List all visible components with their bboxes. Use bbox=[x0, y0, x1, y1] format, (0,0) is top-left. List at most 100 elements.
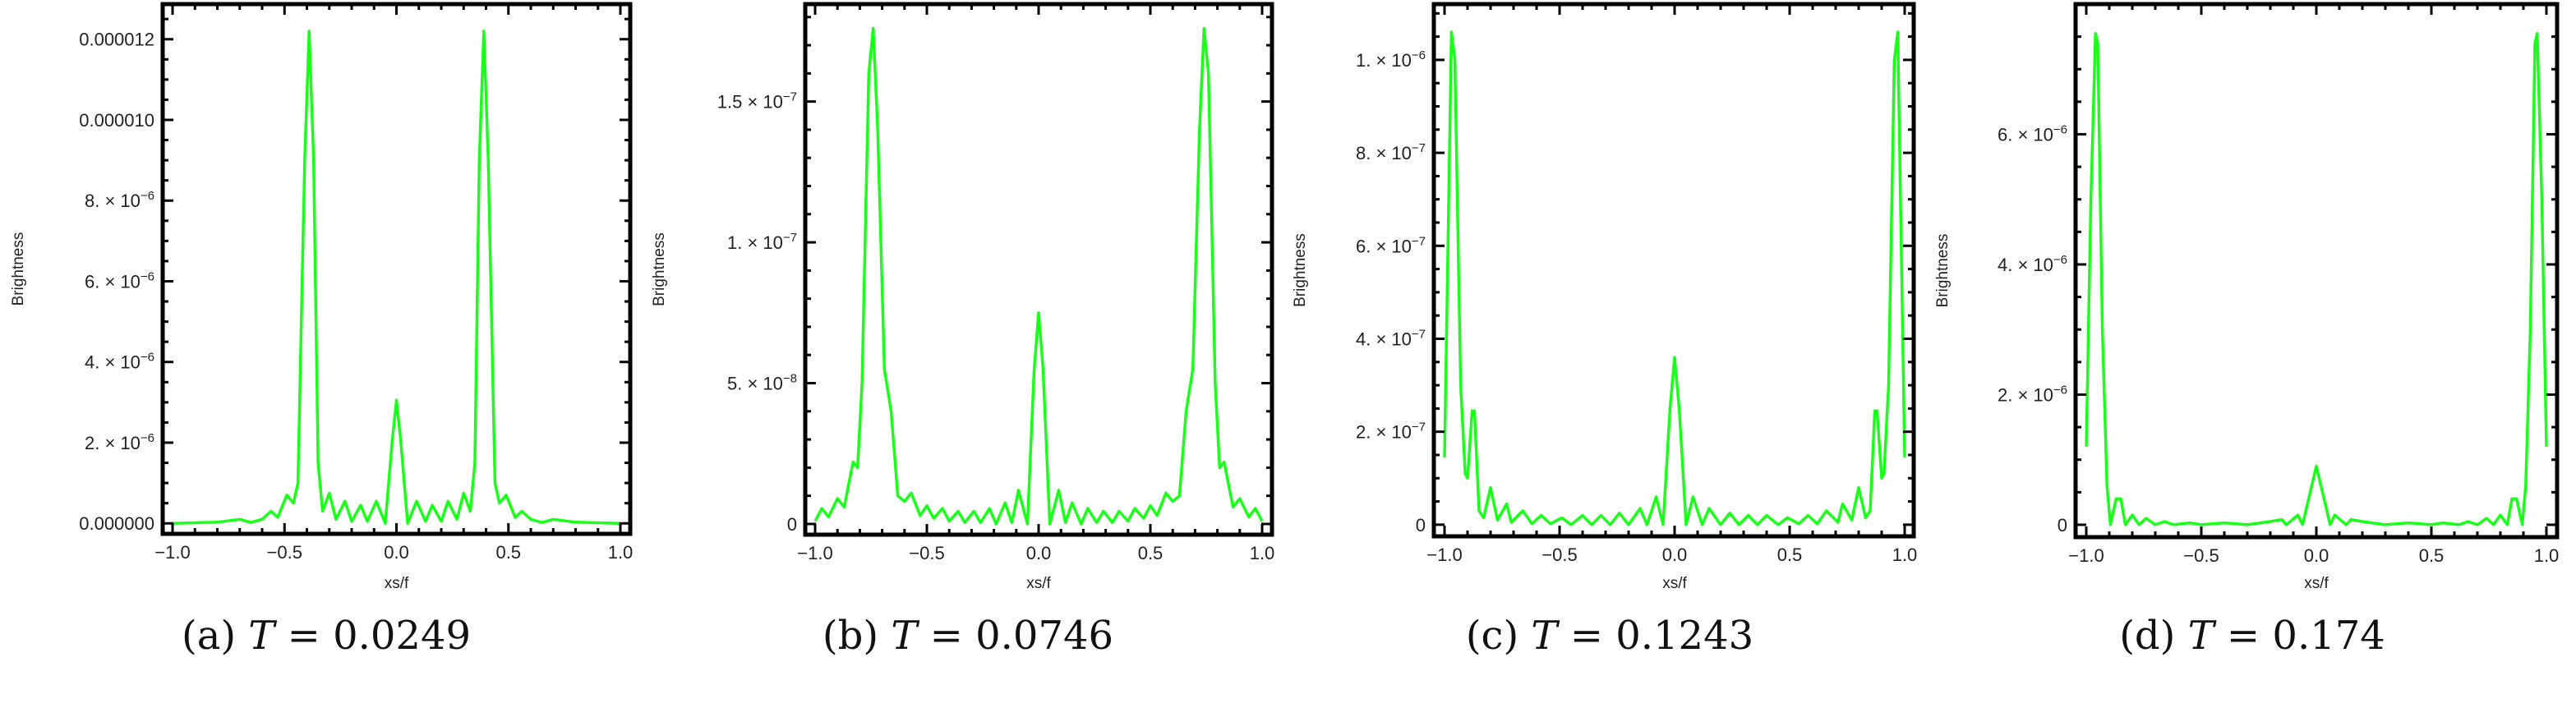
x-tick-label: 0.0 bbox=[2304, 545, 2329, 566]
y-tick-mantissa: 1. × 10 bbox=[727, 232, 783, 253]
plot-frame bbox=[160, 2, 633, 536]
chart-panel-b: −1.0 −0.5 0.0 0.5 1.005. × 10−81. × 10−71.5 … bbox=[651, 2, 1275, 659]
y-tick-mantissa: 0.000010 bbox=[79, 110, 154, 131]
y-tick-label: 6. × 10−7 bbox=[1356, 234, 1426, 256]
chart-panel-c: −1.0 −0.5 0.0 0.5 1.002. × 10−74. × 10−76. ×… bbox=[1292, 2, 1918, 659]
y-tick-label: 8. × 10−6 bbox=[85, 189, 154, 211]
x-tick-label: 1.0 bbox=[608, 542, 634, 563]
caption-eq: = bbox=[274, 613, 320, 659]
y-tick-exponent: −6 bbox=[141, 189, 154, 203]
y-tick-mantissa: 1. × 10 bbox=[1356, 50, 1412, 71]
y-tick-exponent: −8 bbox=[783, 372, 797, 386]
plot-frame bbox=[1431, 2, 1916, 539]
y-tick-mantissa: 0 bbox=[1416, 515, 1426, 535]
x-tick-label: −0.5 bbox=[909, 543, 944, 563]
y-tick-mantissa: 0 bbox=[787, 514, 797, 535]
y-tick-mantissa: 8. × 10 bbox=[1356, 143, 1412, 163]
caption-var: T bbox=[236, 613, 277, 659]
y-tick-exponent: −6 bbox=[2053, 253, 2067, 267]
y-tick-mantissa: 6. × 10 bbox=[1356, 236, 1412, 256]
y-tick-label: 5. × 10−8 bbox=[727, 372, 797, 394]
y-tick-exponent: −7 bbox=[1412, 421, 1426, 434]
y-tick-exponent: −7 bbox=[1412, 327, 1426, 341]
y-tick-exponent: −6 bbox=[141, 351, 154, 365]
x-tick-label: 1.0 bbox=[1892, 545, 1918, 565]
caption-eq: = bbox=[2214, 613, 2260, 659]
chart-panel-d: −1.0 −0.5 0.0 0.5 1.002. × 10−64. × 10−66. ×… bbox=[1934, 2, 2560, 659]
x-tick-label: 1.0 bbox=[1250, 543, 1275, 563]
caption-value: 0.0249 bbox=[320, 613, 471, 659]
x-axis-title: xs/f bbox=[2304, 575, 2329, 592]
y-tick-mantissa: 8. × 10 bbox=[85, 191, 141, 211]
x-tick-label: −1.0 bbox=[1426, 545, 1462, 565]
y-tick-label: 6. × 10−6 bbox=[1998, 122, 2067, 145]
caption-value: 0.174 bbox=[2260, 613, 2385, 659]
y-tick-label: 2. × 10−6 bbox=[1998, 383, 2067, 405]
y-tick-mantissa: 6. × 10 bbox=[1998, 124, 2053, 145]
y-tick-mantissa: 2. × 10 bbox=[85, 433, 141, 453]
brightness-series-line bbox=[2085, 31, 2548, 526]
y-tick-mantissa: 2. × 10 bbox=[1356, 422, 1412, 443]
y-tick-exponent: −7 bbox=[783, 231, 797, 245]
y-tick-label: 4. × 10−7 bbox=[1356, 327, 1426, 349]
y-tick-exponent: −6 bbox=[2053, 383, 2067, 397]
x-tick-label: −0.5 bbox=[2183, 545, 2219, 566]
caption-value: 0.0746 bbox=[963, 613, 1113, 659]
y-tick-label: 8. × 10−7 bbox=[1356, 141, 1426, 163]
y-tick-label: 0 bbox=[787, 514, 797, 535]
y-axis-title: Brightness bbox=[10, 232, 27, 306]
y-tick-label: 4. × 10−6 bbox=[85, 351, 154, 373]
x-tick-label: 0.5 bbox=[495, 542, 521, 563]
y-tick-exponent: −6 bbox=[2053, 122, 2067, 136]
y-tick-exponent: −7 bbox=[1412, 234, 1426, 248]
y-tick-label: 0.000012 bbox=[79, 30, 154, 50]
y-tick-label: 0.000010 bbox=[79, 110, 154, 131]
y-tick-mantissa: 0.000000 bbox=[79, 513, 154, 534]
caption-eq: = bbox=[917, 613, 962, 659]
x-tick-label: −0.5 bbox=[267, 542, 302, 563]
x-tick-label: −1.0 bbox=[154, 542, 190, 563]
caption-var: T bbox=[878, 613, 919, 659]
subfigure-caption: (c) T = 0.1243 bbox=[1466, 613, 1753, 659]
y-tick-label: 2. × 10−6 bbox=[85, 431, 154, 453]
y-tick-mantissa: 2. × 10 bbox=[1998, 384, 2053, 405]
y-tick-mantissa: 4. × 10 bbox=[1356, 329, 1412, 349]
x-tick-label: 0.5 bbox=[1777, 545, 1803, 565]
caption-var: T bbox=[1518, 613, 1560, 659]
y-tick-exponent: −6 bbox=[141, 269, 154, 283]
caption-eq: = bbox=[1557, 613, 1602, 659]
x-axis-title: xs/f bbox=[385, 575, 409, 592]
y-tick-label: 0 bbox=[1416, 515, 1426, 535]
y-tick-mantissa: 5. × 10 bbox=[727, 374, 783, 394]
y-tick-label: 6. × 10−6 bbox=[85, 269, 154, 292]
caption-label: (b) bbox=[823, 613, 878, 659]
y-tick-mantissa: 6. × 10 bbox=[85, 271, 141, 292]
caption-label: (c) bbox=[1466, 613, 1518, 659]
y-tick-mantissa: 0 bbox=[2058, 515, 2067, 535]
x-tick-label: 0.0 bbox=[1026, 543, 1052, 563]
y-tick-mantissa: 0.000012 bbox=[79, 30, 154, 50]
x-tick-label: −1.0 bbox=[797, 543, 832, 563]
y-axis-title: Brightness bbox=[651, 232, 668, 306]
y-tick-exponent: −7 bbox=[783, 90, 797, 104]
subfigure-caption: (a) T = 0.0249 bbox=[182, 613, 471, 659]
y-tick-label: 0.000000 bbox=[79, 513, 154, 534]
y-tick-label: 2. × 10−7 bbox=[1356, 421, 1426, 443]
y-tick-mantissa: 4. × 10 bbox=[1998, 255, 2053, 275]
brightness-series-line bbox=[172, 30, 621, 525]
y-axis-title: Brightness bbox=[1934, 234, 1952, 308]
y-tick-exponent: −6 bbox=[141, 431, 154, 445]
brightness-series-line bbox=[1443, 30, 1906, 526]
caption-value: 0.1243 bbox=[1603, 613, 1753, 659]
caption-var: T bbox=[2175, 613, 2216, 659]
brightness-series-line bbox=[813, 26, 1264, 526]
y-tick-label: 0 bbox=[2058, 515, 2067, 535]
y-tick-exponent: −6 bbox=[1412, 48, 1426, 62]
y-tick-mantissa: 4. × 10 bbox=[85, 352, 141, 373]
x-tick-label: 0.0 bbox=[384, 542, 409, 563]
y-tick-label: 4. × 10−6 bbox=[1998, 253, 2067, 275]
y-tick-label: 1. × 10−7 bbox=[727, 231, 797, 253]
y-tick-mantissa: 1.5 × 10 bbox=[717, 92, 783, 113]
subfigure-caption: (d) T = 0.174 bbox=[2119, 613, 2385, 659]
